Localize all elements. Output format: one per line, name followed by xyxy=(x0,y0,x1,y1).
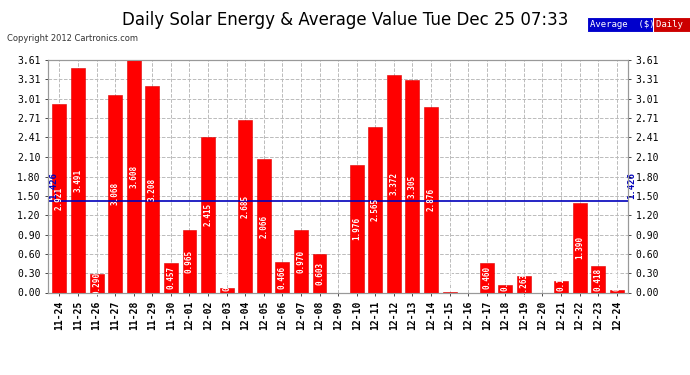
Text: 1.976: 1.976 xyxy=(352,217,361,240)
Bar xyxy=(257,159,270,292)
Text: 2.415: 2.415 xyxy=(204,203,213,226)
Text: 2.066: 2.066 xyxy=(259,214,268,237)
Bar xyxy=(573,203,586,292)
Text: 3.208: 3.208 xyxy=(148,178,157,201)
Text: Copyright 2012 Cartronics.com: Copyright 2012 Cartronics.com xyxy=(7,34,138,43)
Text: 1.426: 1.426 xyxy=(49,172,58,199)
Bar xyxy=(368,127,382,292)
Text: 0.466: 0.466 xyxy=(278,266,287,289)
Text: 0.965: 0.965 xyxy=(185,250,194,273)
Bar xyxy=(610,290,624,292)
Text: Daily Solar Energy & Average Value Tue Dec 25 07:33: Daily Solar Energy & Average Value Tue D… xyxy=(122,11,568,29)
Text: 1.426: 1.426 xyxy=(627,172,636,199)
Bar xyxy=(90,274,104,292)
Text: 0.970: 0.970 xyxy=(297,250,306,273)
Bar xyxy=(480,263,493,292)
Text: 2.876: 2.876 xyxy=(426,188,435,211)
Bar xyxy=(164,263,178,292)
Text: 0.460: 0.460 xyxy=(482,266,491,289)
Text: 2.685: 2.685 xyxy=(241,195,250,217)
Bar xyxy=(108,95,122,292)
Text: 0.011: 0.011 xyxy=(445,268,454,291)
Bar xyxy=(498,285,512,292)
Text: 2.921: 2.921 xyxy=(55,187,64,210)
Text: 3.491: 3.491 xyxy=(74,168,83,192)
Bar xyxy=(406,80,420,292)
Text: 3.372: 3.372 xyxy=(389,172,398,195)
Text: 0.180: 0.180 xyxy=(557,268,566,291)
Bar xyxy=(219,288,234,292)
Text: 0.603: 0.603 xyxy=(315,261,324,285)
Bar xyxy=(554,281,568,292)
Text: 2.565: 2.565 xyxy=(371,198,380,222)
Bar xyxy=(183,230,197,292)
Bar xyxy=(71,68,85,292)
Bar xyxy=(127,60,141,292)
Text: 1.390: 1.390 xyxy=(575,236,584,259)
Bar xyxy=(387,75,401,292)
Text: 0.045: 0.045 xyxy=(612,268,621,291)
Bar xyxy=(313,254,326,292)
Text: 0.069: 0.069 xyxy=(222,268,231,291)
Text: Daily  ($): Daily ($) xyxy=(656,20,690,29)
Text: 3.305: 3.305 xyxy=(408,174,417,198)
Bar xyxy=(350,165,364,292)
Bar xyxy=(424,107,438,292)
Bar xyxy=(275,262,289,292)
Text: 0.418: 0.418 xyxy=(593,267,602,291)
Text: 0.115: 0.115 xyxy=(501,268,510,291)
Text: Average  ($): Average ($) xyxy=(590,20,654,29)
Text: 3.608: 3.608 xyxy=(129,165,138,188)
Bar xyxy=(146,86,159,292)
Bar xyxy=(294,230,308,292)
Text: 0.290: 0.290 xyxy=(92,272,101,295)
Text: 0.457: 0.457 xyxy=(166,266,175,290)
Bar xyxy=(201,137,215,292)
Bar xyxy=(52,104,66,292)
Bar xyxy=(517,276,531,292)
Text: 3.068: 3.068 xyxy=(110,182,119,205)
Text: 0.263: 0.263 xyxy=(520,273,529,296)
Bar xyxy=(591,266,605,292)
Bar xyxy=(238,120,252,292)
